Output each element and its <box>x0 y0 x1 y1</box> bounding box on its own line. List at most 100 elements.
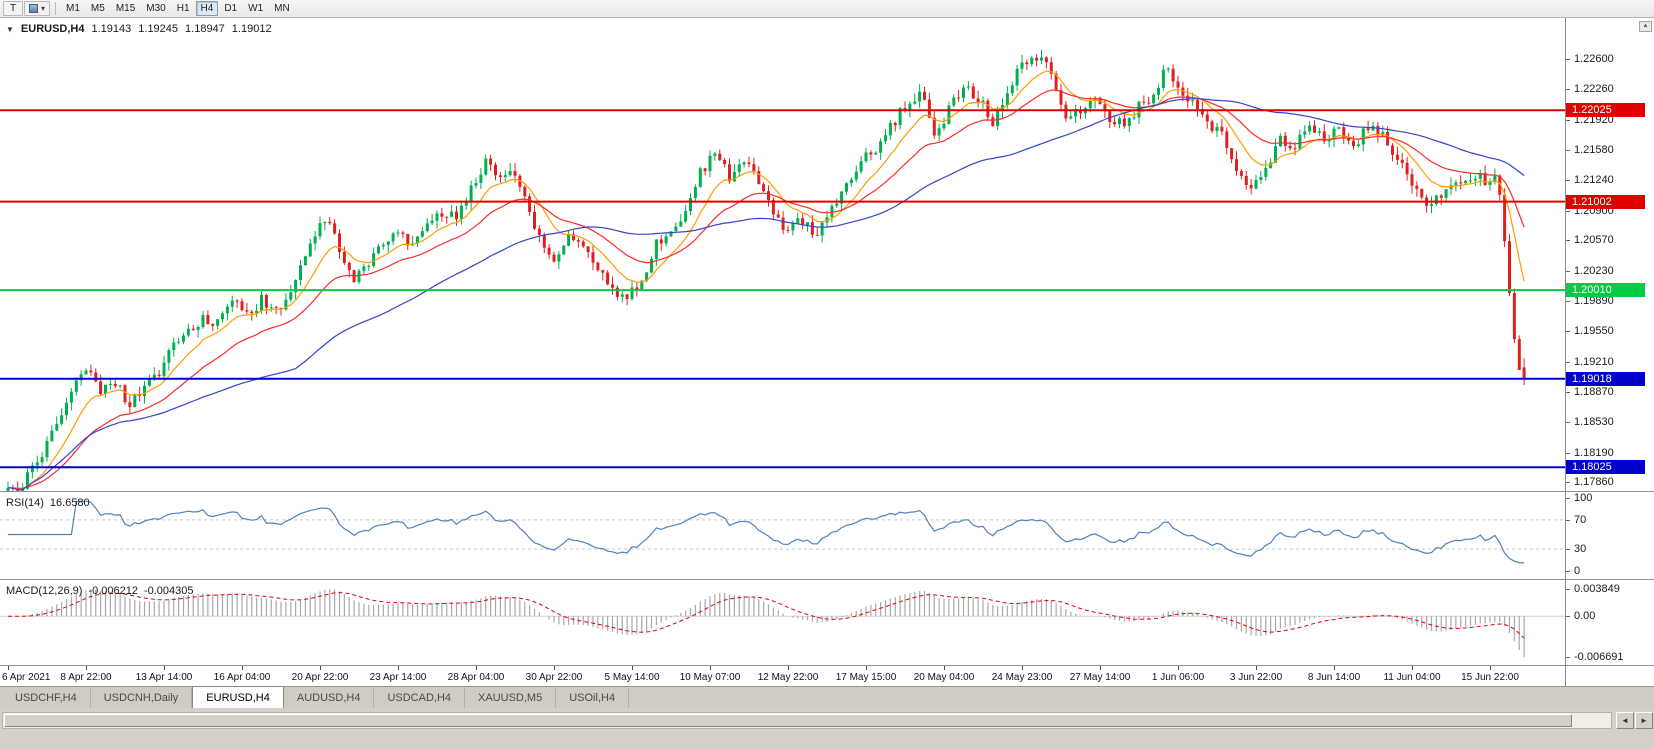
timeframe-button-m30[interactable]: M30 <box>141 1 170 16</box>
price-scale[interactable]: 1.22600 1.22260 1.21920 1.21580 1.21240 1.209… <box>1566 18 1654 686</box>
scale-tick <box>1566 657 1570 658</box>
candle-body <box>1064 104 1068 119</box>
rsi-name: RSI(14) <box>6 497 44 509</box>
candle-body <box>1337 127 1341 129</box>
timeframe-button-m15[interactable]: M15 <box>111 1 140 16</box>
candle-body <box>396 232 400 234</box>
timeframe-button-m1[interactable]: M1 <box>61 1 85 16</box>
candle-body <box>1430 204 1433 206</box>
timeframe-button-mn[interactable]: MN <box>269 1 295 16</box>
candle-body <box>1152 94 1156 104</box>
time-tick <box>476 666 477 670</box>
candle-body <box>586 246 590 253</box>
price-tick-label: 1.20570 <box>1574 234 1614 247</box>
candle-body <box>625 294 629 299</box>
timeframe-button-h1[interactable]: H1 <box>172 1 195 16</box>
timeframe-button-h4[interactable]: H4 <box>195 1 219 16</box>
chart-tab-audusd-h4[interactable]: AUDUSD,H4 <box>284 688 375 708</box>
time-tick <box>1256 666 1257 670</box>
macd-label: MACD(12,26,9) -0.006212 -0.004305 <box>6 585 194 597</box>
chart-menu-icon[interactable]: ▼ <box>6 24 14 34</box>
candle-body <box>1308 125 1312 132</box>
horizontal-scrollbar[interactable] <box>2 712 1612 729</box>
candle-body <box>1503 194 1507 242</box>
timeframe-button-m5[interactable]: M5 <box>86 1 110 16</box>
candle-body <box>1220 126 1224 132</box>
macd-panel[interactable] <box>0 581 1565 665</box>
candle-body <box>1015 68 1019 86</box>
time-tick <box>1490 666 1491 670</box>
candle-body <box>952 97 956 106</box>
candle-body <box>1464 180 1468 184</box>
timeframe-button-w1[interactable]: W1 <box>243 1 268 16</box>
candle-body <box>299 265 302 280</box>
candle-body <box>659 239 663 244</box>
candle-body <box>425 223 429 232</box>
candle-body <box>338 233 341 252</box>
candle-body <box>1283 135 1287 146</box>
scrollbar-thumb[interactable] <box>4 714 1572 727</box>
candle-body <box>435 213 439 221</box>
candle-body <box>1469 180 1472 182</box>
chart-tab-eurusd-h4[interactable]: EURUSD,H4 <box>192 686 284 708</box>
candle-body <box>703 168 707 172</box>
candle-body <box>1044 57 1048 63</box>
scale-tick <box>1566 452 1570 454</box>
candle-body <box>79 374 83 381</box>
scroll-right-button[interactable]: ► <box>1635 712 1653 729</box>
candle-body <box>1264 168 1268 177</box>
candle-body <box>923 91 926 100</box>
candle-body <box>757 171 761 185</box>
candle-body <box>230 300 234 307</box>
chart-tab-usdcnh-daily[interactable]: USDCNH,Daily <box>91 688 193 708</box>
candle-body <box>147 379 151 386</box>
scale-tick <box>1566 119 1570 121</box>
chart-scroll-up-button[interactable]: ▲ <box>1639 21 1652 32</box>
candle-body <box>69 391 73 403</box>
panel-divider-macd[interactable] <box>0 579 1654 581</box>
time-tick <box>398 666 399 670</box>
candle-body <box>547 247 551 255</box>
toolbar-separator <box>55 2 57 15</box>
time-tick <box>1412 666 1413 670</box>
objects-dropdown-button[interactable]: ▾ <box>24 1 51 16</box>
candle-body <box>323 221 327 223</box>
candle-body <box>455 211 458 220</box>
candle-body <box>104 384 107 394</box>
candle-body <box>211 324 215 326</box>
candle-body <box>762 184 766 192</box>
price-chart[interactable] <box>0 20 1565 491</box>
candle-body <box>40 457 44 463</box>
timeframe-button-d1[interactable]: D1 <box>219 1 242 16</box>
candle-body <box>674 226 678 232</box>
chart-tab-xauusd-m5[interactable]: XAUUSD,M5 <box>465 688 557 708</box>
candle-body <box>615 287 619 297</box>
timeframe-buttons: M1 M5 M15 M30 H1 H4 D1 W1 MN <box>61 1 295 16</box>
chart-window[interactable]: ▼ EURUSD,H4 1.19143 1.19245 1.18947 1.19… <box>0 18 1654 686</box>
candle-body <box>908 103 912 110</box>
text-tool-button[interactable]: T <box>3 1 23 16</box>
date-tick-label: 8 Apr 22:00 <box>60 672 112 683</box>
candle-body <box>489 158 493 165</box>
candle-body <box>430 220 434 224</box>
candle-body <box>1327 139 1331 142</box>
chart-tab-usdcad-h4[interactable]: USDCAD,H4 <box>374 688 466 708</box>
candle-body <box>1391 145 1394 155</box>
time-tick <box>164 666 165 670</box>
candle-body <box>1108 111 1112 122</box>
candle-body <box>849 179 853 184</box>
candle-body <box>250 311 254 314</box>
candle-body <box>840 191 844 204</box>
time-scale[interactable]: 6 Apr 2021 8 Apr 22:00 13 Apr 14:00 16 Apr … <box>0 665 1654 686</box>
candle-body <box>1410 174 1414 186</box>
scroll-left-button[interactable]: ◄ <box>1616 712 1634 729</box>
panel-divider-rsi[interactable] <box>0 491 1654 493</box>
chart-tab-usoil-h4[interactable]: USOil,H4 <box>556 688 630 708</box>
candle-body <box>1079 111 1082 114</box>
candle-body <box>689 198 692 212</box>
candle-body <box>420 231 424 237</box>
candle-body <box>1040 57 1043 61</box>
rsi-panel[interactable] <box>0 493 1565 579</box>
candle-body <box>1157 88 1160 95</box>
chart-tab-usdchf-h4[interactable]: USDCHF,H4 <box>2 688 91 708</box>
